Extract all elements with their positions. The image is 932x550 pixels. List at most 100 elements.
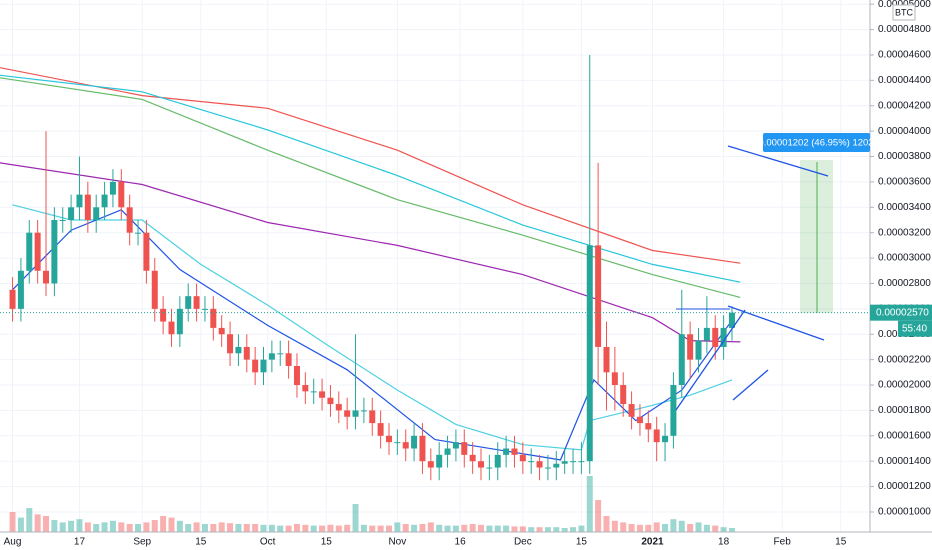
- candle-body: [670, 385, 677, 436]
- x-tick-label: Feb: [774, 537, 792, 548]
- candle-body: [595, 245, 602, 347]
- volume-bar: [628, 524, 635, 532]
- moving-averages: [0, 67, 741, 461]
- x-tick-label: 15: [195, 537, 207, 548]
- x-tick-label: 15: [576, 537, 588, 548]
- volume-bar: [511, 526, 518, 532]
- candle-body: [327, 397, 334, 405]
- volume-bar: [712, 525, 719, 532]
- candle-body: [59, 219, 66, 221]
- candle-body: [544, 467, 551, 469]
- candle-body: [310, 391, 317, 393]
- candle-body: [712, 327, 719, 347]
- volume-bar: [235, 524, 242, 532]
- candle-body: [561, 461, 568, 464]
- candle-body: [302, 385, 309, 392]
- volume-bar: [703, 524, 710, 532]
- candle-body: [26, 232, 33, 271]
- volume-bar: [402, 524, 409, 532]
- volume-bar: [728, 528, 735, 532]
- time-axis: Aug 17 Sep 15 Oct 15 Nov 16 Dec 15 2021 18 Feb 15: [4, 537, 847, 548]
- volume-bar: [335, 525, 342, 532]
- candle-body: [528, 461, 535, 463]
- volume-bar: [68, 520, 75, 532]
- y-tick-label: 0.00004000: [878, 126, 931, 137]
- candle-body: [620, 385, 627, 405]
- moving-average: [12, 209, 733, 461]
- candle-body: [578, 461, 585, 463]
- candle-body: [427, 461, 434, 468]
- countdown-tag: [898, 320, 932, 337]
- volume-bar: [586, 476, 593, 532]
- x-tick-label: 18: [718, 537, 730, 548]
- volume-bar: [193, 522, 200, 532]
- candle-body: [160, 308, 167, 322]
- candle-body: [678, 334, 685, 386]
- candle-body: [503, 448, 510, 455]
- volume-bar: [486, 525, 493, 532]
- volume-bar: [302, 524, 309, 532]
- volume-bar: [17, 517, 24, 532]
- candle-body: [444, 448, 451, 455]
- volume-bar: [478, 524, 485, 532]
- candle-body: [51, 219, 58, 284]
- moving-average: [0, 77, 741, 298]
- volume-bar: [687, 524, 694, 532]
- candle-body: [720, 327, 727, 347]
- candle-body: [570, 461, 577, 463]
- candle-body: [369, 410, 376, 424]
- candle-body: [201, 308, 208, 310]
- x-tick-label: 17: [74, 537, 86, 548]
- y-tick-label: 0.00003800: [878, 151, 931, 162]
- volume-bar: [9, 512, 16, 532]
- volume-bar: [670, 519, 677, 532]
- candle-body: [109, 181, 116, 195]
- y-tick-label: 0.00003600: [878, 177, 931, 188]
- candle-body: [662, 435, 669, 443]
- volume-bar: [377, 525, 384, 532]
- moving-average: [0, 74, 741, 283]
- volume-bar: [43, 516, 50, 532]
- candle-body: [344, 410, 351, 417]
- currency: BTC: [895, 7, 914, 17]
- countdown: 55:40: [902, 323, 927, 334]
- candle-body: [34, 232, 41, 271]
- candle-body: [645, 423, 652, 430]
- candle-body: [252, 359, 259, 373]
- volume-bar: [277, 525, 284, 532]
- candle-body: [695, 340, 702, 360]
- candle-body: [352, 410, 359, 417]
- y-tick-label: 0.00001800: [878, 405, 931, 416]
- volume-bar: [603, 516, 610, 532]
- candle-body: [377, 423, 384, 436]
- volume-bar: [369, 525, 376, 532]
- volume-bar: [135, 524, 142, 532]
- candles: [9, 54, 735, 481]
- volume-bar: [101, 522, 108, 532]
- volume-bar: [570, 527, 577, 532]
- candle-body: [243, 346, 250, 360]
- volume-bar: [151, 520, 158, 532]
- volume-bar: [720, 527, 727, 532]
- candle-body: [218, 327, 225, 335]
- volume-bar: [678, 520, 685, 532]
- candle-body: [168, 321, 175, 335]
- volume-bar: [243, 524, 250, 532]
- volume-bar: [645, 524, 652, 532]
- volume-bar: [620, 522, 627, 532]
- candle-body: [603, 346, 610, 373]
- volume-bar: [469, 524, 476, 532]
- volume-bar: [268, 524, 275, 532]
- candle-body: [436, 454, 443, 468]
- volume-bar: [419, 524, 426, 532]
- volume-bar: [168, 517, 175, 532]
- candle-body: [260, 359, 267, 373]
- volume-bar: [210, 524, 217, 532]
- volume-bar: [436, 524, 443, 532]
- volume-bar: [293, 524, 300, 532]
- grid: [0, 0, 870, 532]
- volume-bar: [578, 525, 585, 532]
- candle-body: [285, 353, 292, 366]
- candle-body: [84, 194, 91, 220]
- trend-line: [675, 309, 746, 411]
